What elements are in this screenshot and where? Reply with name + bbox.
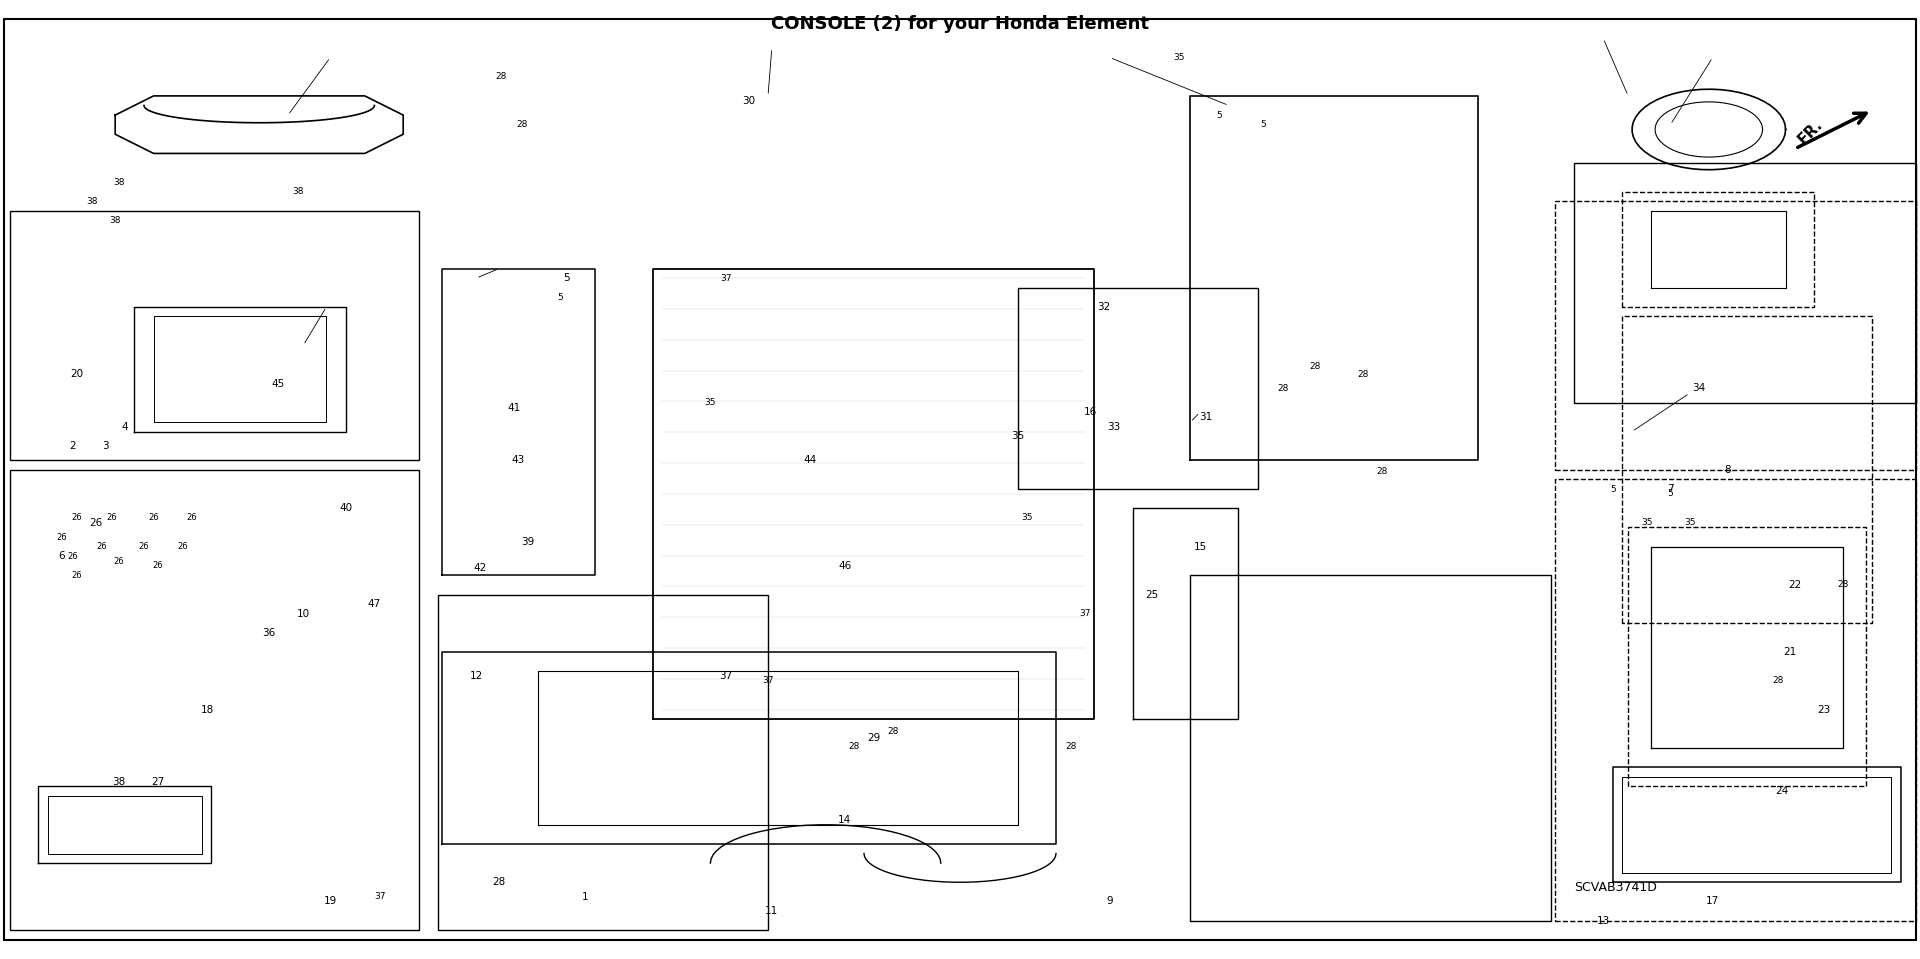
Text: 35: 35 xyxy=(1021,513,1033,523)
Text: 37: 37 xyxy=(720,671,732,681)
Bar xyxy=(1018,288,1258,489)
Text: 11: 11 xyxy=(766,906,778,916)
Text: 9: 9 xyxy=(1106,897,1114,906)
Text: 5: 5 xyxy=(1217,110,1221,120)
Text: 33: 33 xyxy=(1108,422,1119,432)
Text: 17: 17 xyxy=(1707,897,1718,906)
Text: 14: 14 xyxy=(839,815,851,825)
Text: 28: 28 xyxy=(1066,741,1077,751)
Text: 40: 40 xyxy=(340,503,351,513)
Text: 16: 16 xyxy=(1085,408,1096,417)
Text: 43: 43 xyxy=(513,456,524,465)
Text: 26: 26 xyxy=(71,571,83,580)
Text: 35: 35 xyxy=(705,398,716,408)
Bar xyxy=(1190,575,1551,921)
Text: 26: 26 xyxy=(90,518,102,527)
Text: 26: 26 xyxy=(67,551,79,561)
Text: 35: 35 xyxy=(1642,518,1653,527)
Text: 26: 26 xyxy=(96,542,108,551)
Bar xyxy=(10,470,419,930)
Text: 6: 6 xyxy=(58,551,65,561)
Text: 23: 23 xyxy=(1818,705,1830,714)
Text: 13: 13 xyxy=(1597,916,1609,925)
Text: 31: 31 xyxy=(1200,412,1212,422)
Text: CONSOLE (2) for your Honda Element: CONSOLE (2) for your Honda Element xyxy=(772,15,1148,33)
Text: 7: 7 xyxy=(1667,484,1674,494)
Text: 38: 38 xyxy=(113,777,125,786)
Text: 19: 19 xyxy=(324,897,336,906)
Text: 34: 34 xyxy=(1693,384,1705,393)
Text: 28: 28 xyxy=(1357,369,1369,379)
Text: 5: 5 xyxy=(1261,120,1265,129)
Bar xyxy=(1574,163,1916,403)
Bar xyxy=(1555,201,1916,470)
Text: 36: 36 xyxy=(263,628,275,638)
Text: 38: 38 xyxy=(292,187,303,197)
Text: 5: 5 xyxy=(563,273,570,283)
Text: 28: 28 xyxy=(516,120,528,129)
Text: 45: 45 xyxy=(273,379,284,388)
Text: 20: 20 xyxy=(71,369,83,379)
Text: 39: 39 xyxy=(522,537,534,547)
Text: 28: 28 xyxy=(493,877,505,887)
Text: SCVAB3741D: SCVAB3741D xyxy=(1574,880,1657,894)
Text: 26: 26 xyxy=(186,513,198,523)
Text: 26: 26 xyxy=(71,513,83,523)
Text: 29: 29 xyxy=(868,734,879,743)
Text: 37: 37 xyxy=(720,273,732,283)
Text: FR.: FR. xyxy=(1795,117,1826,148)
Text: 4: 4 xyxy=(121,422,129,432)
Text: 26: 26 xyxy=(152,561,163,571)
Text: 22: 22 xyxy=(1789,580,1801,590)
Text: 46: 46 xyxy=(839,561,851,571)
Text: 38: 38 xyxy=(113,177,125,187)
Text: 28: 28 xyxy=(495,72,507,82)
Text: 42: 42 xyxy=(474,563,486,573)
Text: 1: 1 xyxy=(582,892,589,901)
Text: 28: 28 xyxy=(1309,362,1321,371)
Text: 21: 21 xyxy=(1784,647,1795,657)
Text: 15: 15 xyxy=(1194,542,1206,551)
Text: 35: 35 xyxy=(1684,518,1695,527)
Text: 8: 8 xyxy=(1724,465,1732,475)
Text: 26: 26 xyxy=(113,556,125,566)
Text: 37: 37 xyxy=(1079,609,1091,619)
Text: 12: 12 xyxy=(470,671,482,681)
Text: 24: 24 xyxy=(1776,786,1788,796)
Text: 28: 28 xyxy=(1377,467,1388,477)
Text: 26: 26 xyxy=(106,513,117,523)
Text: 27: 27 xyxy=(152,777,163,786)
Text: 38: 38 xyxy=(86,197,98,206)
Text: 44: 44 xyxy=(804,456,816,465)
Text: 38: 38 xyxy=(109,216,121,225)
Text: 37: 37 xyxy=(762,676,774,686)
Text: 47: 47 xyxy=(369,599,380,609)
Text: 26: 26 xyxy=(148,513,159,523)
Text: 5: 5 xyxy=(559,292,563,302)
Text: 37: 37 xyxy=(374,892,386,901)
Text: 35: 35 xyxy=(1012,432,1023,441)
Text: 32: 32 xyxy=(1098,302,1110,312)
Text: 3: 3 xyxy=(102,441,109,451)
Text: 30: 30 xyxy=(743,96,755,105)
Bar xyxy=(438,595,768,930)
Text: 28: 28 xyxy=(1772,676,1784,686)
Bar xyxy=(1555,480,1916,921)
Text: 28: 28 xyxy=(887,727,899,737)
Text: 26: 26 xyxy=(56,532,67,542)
Text: 28: 28 xyxy=(1837,580,1849,590)
Bar xyxy=(10,211,419,460)
Text: 5: 5 xyxy=(1668,489,1672,499)
Text: 5: 5 xyxy=(1611,484,1615,494)
Text: 2: 2 xyxy=(69,441,77,451)
Text: 35: 35 xyxy=(1173,53,1185,62)
Text: 18: 18 xyxy=(202,705,213,714)
Text: 25: 25 xyxy=(1146,590,1158,599)
Text: 10: 10 xyxy=(298,609,309,619)
Text: 26: 26 xyxy=(138,542,150,551)
Text: 26: 26 xyxy=(177,542,188,551)
Text: 41: 41 xyxy=(509,403,520,412)
Text: 28: 28 xyxy=(849,741,860,751)
Text: 28: 28 xyxy=(1277,384,1288,393)
